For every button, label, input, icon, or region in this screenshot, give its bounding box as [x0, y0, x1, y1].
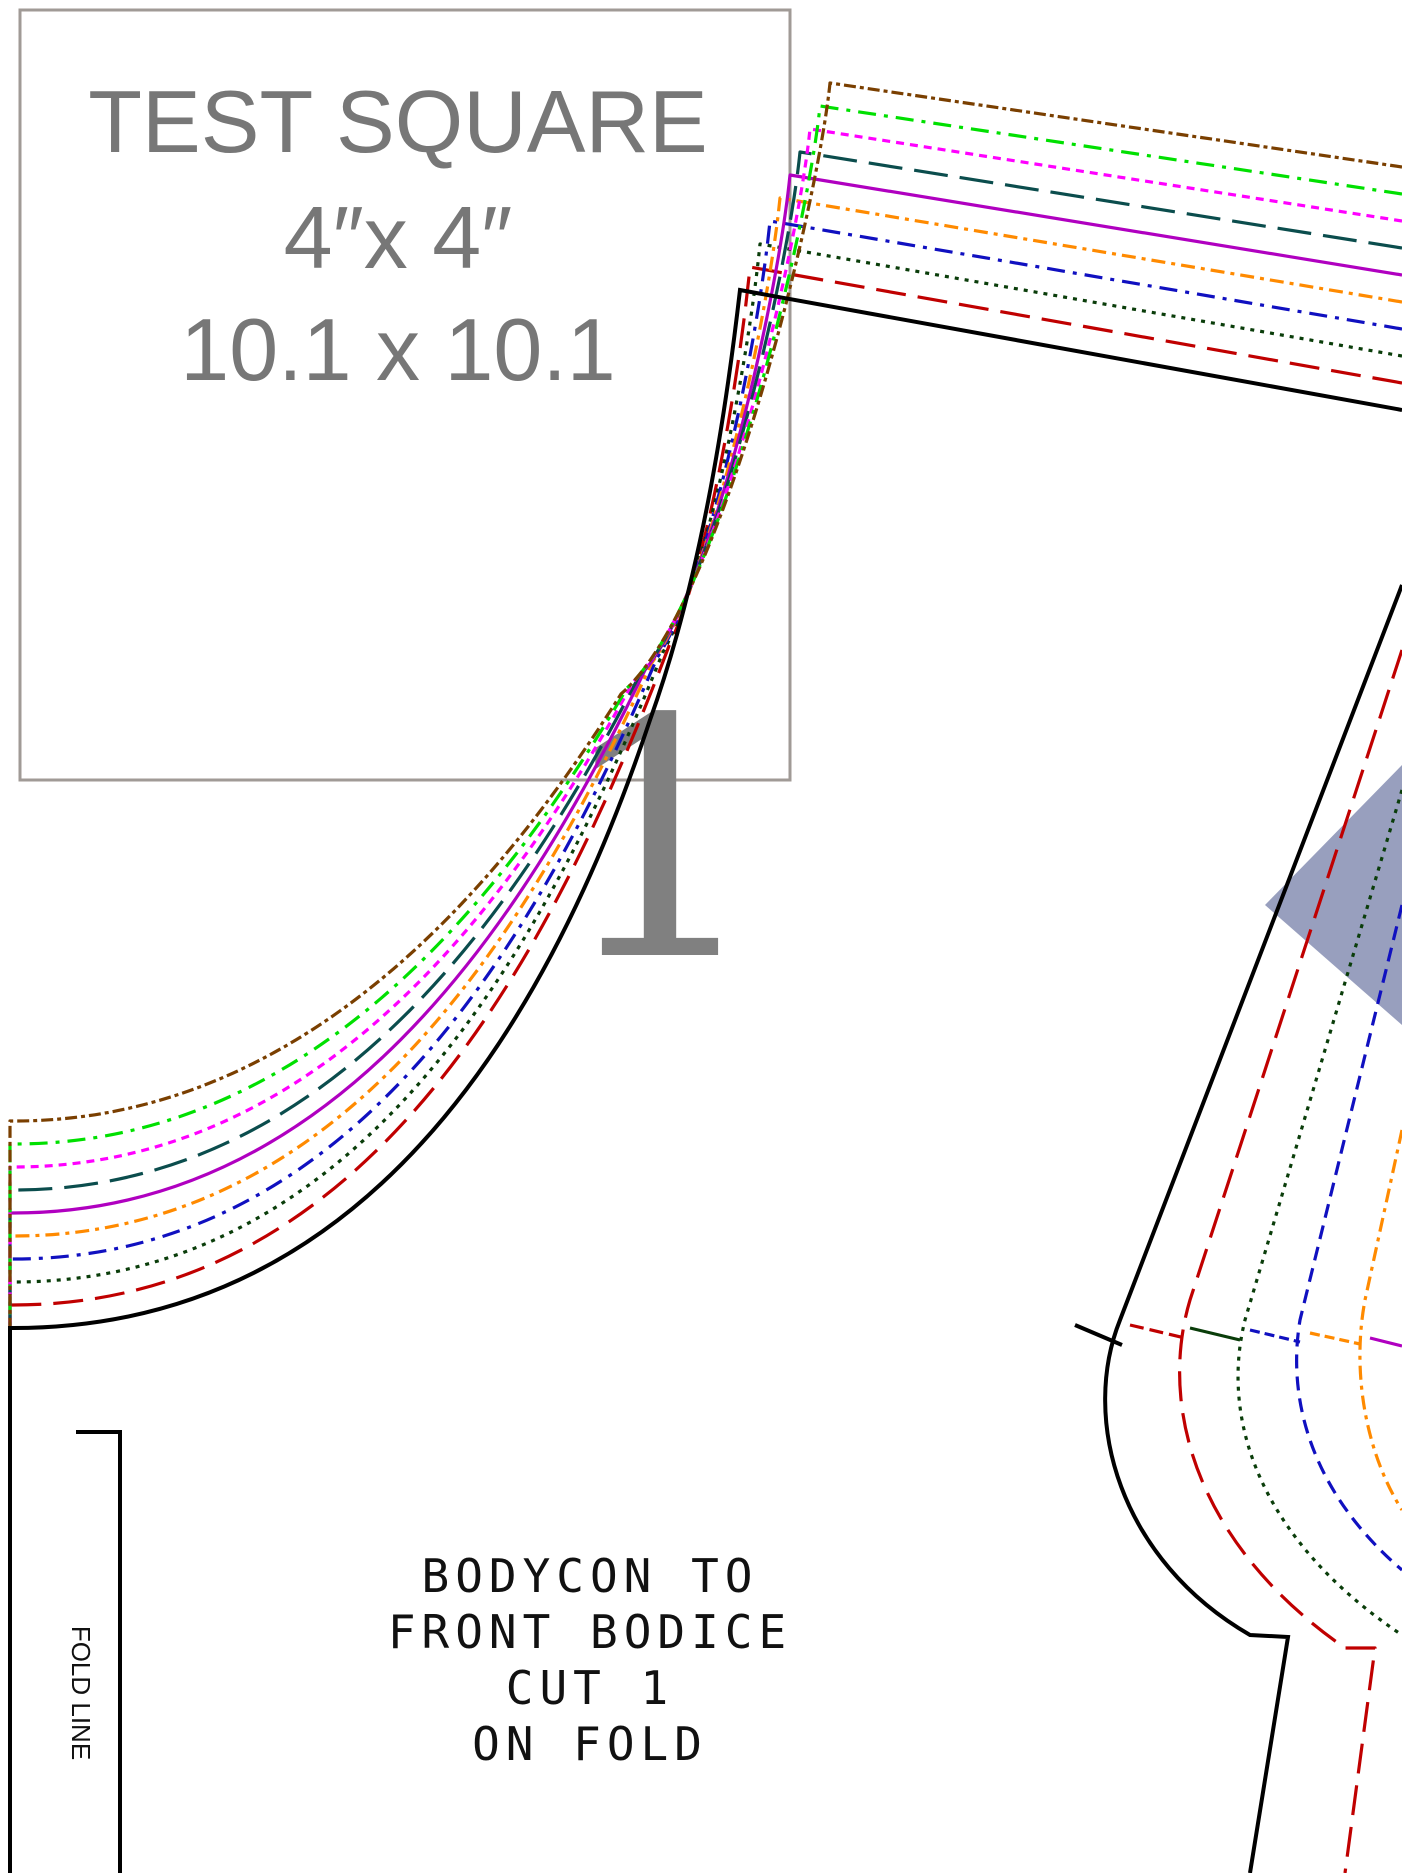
piece-label: BODYCON TO FRONT BODICE CUT 1 ON FOLD: [388, 1549, 792, 1771]
size-line-red: [8, 265, 1402, 1328]
piece-label-line-1: BODYCON TO: [422, 1549, 759, 1603]
cut-line-neckline: [8, 287, 1402, 1873]
test-square-border: [18, 8, 792, 782]
page-number: 1: [555, 649, 765, 1033]
armhole-line-green: [1236, 789, 1402, 1637]
size-line-brown: [8, 81, 1402, 1328]
piece-label-line-2: FRONT BODICE: [388, 1605, 792, 1659]
size-line-blue: [8, 219, 1402, 1328]
fold-line-label: FOLD LINE: [66, 1626, 96, 1760]
size-line-dark-green: [8, 242, 1402, 1328]
cut-line-armhole: [1103, 584, 1402, 1873]
size-line-magenta: [8, 127, 1402, 1328]
notch-mark: [1074, 1323, 1123, 1347]
test-square-metric: 10.1 x 10.1: [180, 300, 615, 399]
size-lines: [8, 81, 1402, 1328]
test-square-title: TEST SQUARE: [88, 72, 707, 171]
size-line-green: [8, 104, 1402, 1328]
piece-label-line-4: ON FOLD: [472, 1717, 708, 1771]
armhole-tick-red: [1129, 1323, 1186, 1340]
fold-line-bracket: [76, 1430, 122, 1873]
size-line-orange: [8, 196, 1402, 1328]
armhole-line-orange: [1358, 1129, 1402, 1511]
armhole-tick-purple: [1369, 1336, 1402, 1348]
armhole-size-lines: [1129, 649, 1402, 1873]
armhole-tick-green: [1189, 1326, 1241, 1342]
highlight-triangle: [1265, 765, 1402, 1025]
armhole-tick-blue: [1249, 1328, 1301, 1344]
test-square: TEST SQUARE 4″x 4″ 10.1 x 10.1: [18, 8, 792, 782]
armhole-line-red: [1178, 649, 1402, 1873]
size-line-teal: [8, 150, 1402, 1328]
armhole-tick-orange: [1309, 1331, 1361, 1346]
size-line-purple: [8, 173, 1402, 1328]
piece-label-line-3: CUT 1: [506, 1661, 674, 1715]
test-square-imperial: 4″x 4″: [284, 188, 513, 287]
